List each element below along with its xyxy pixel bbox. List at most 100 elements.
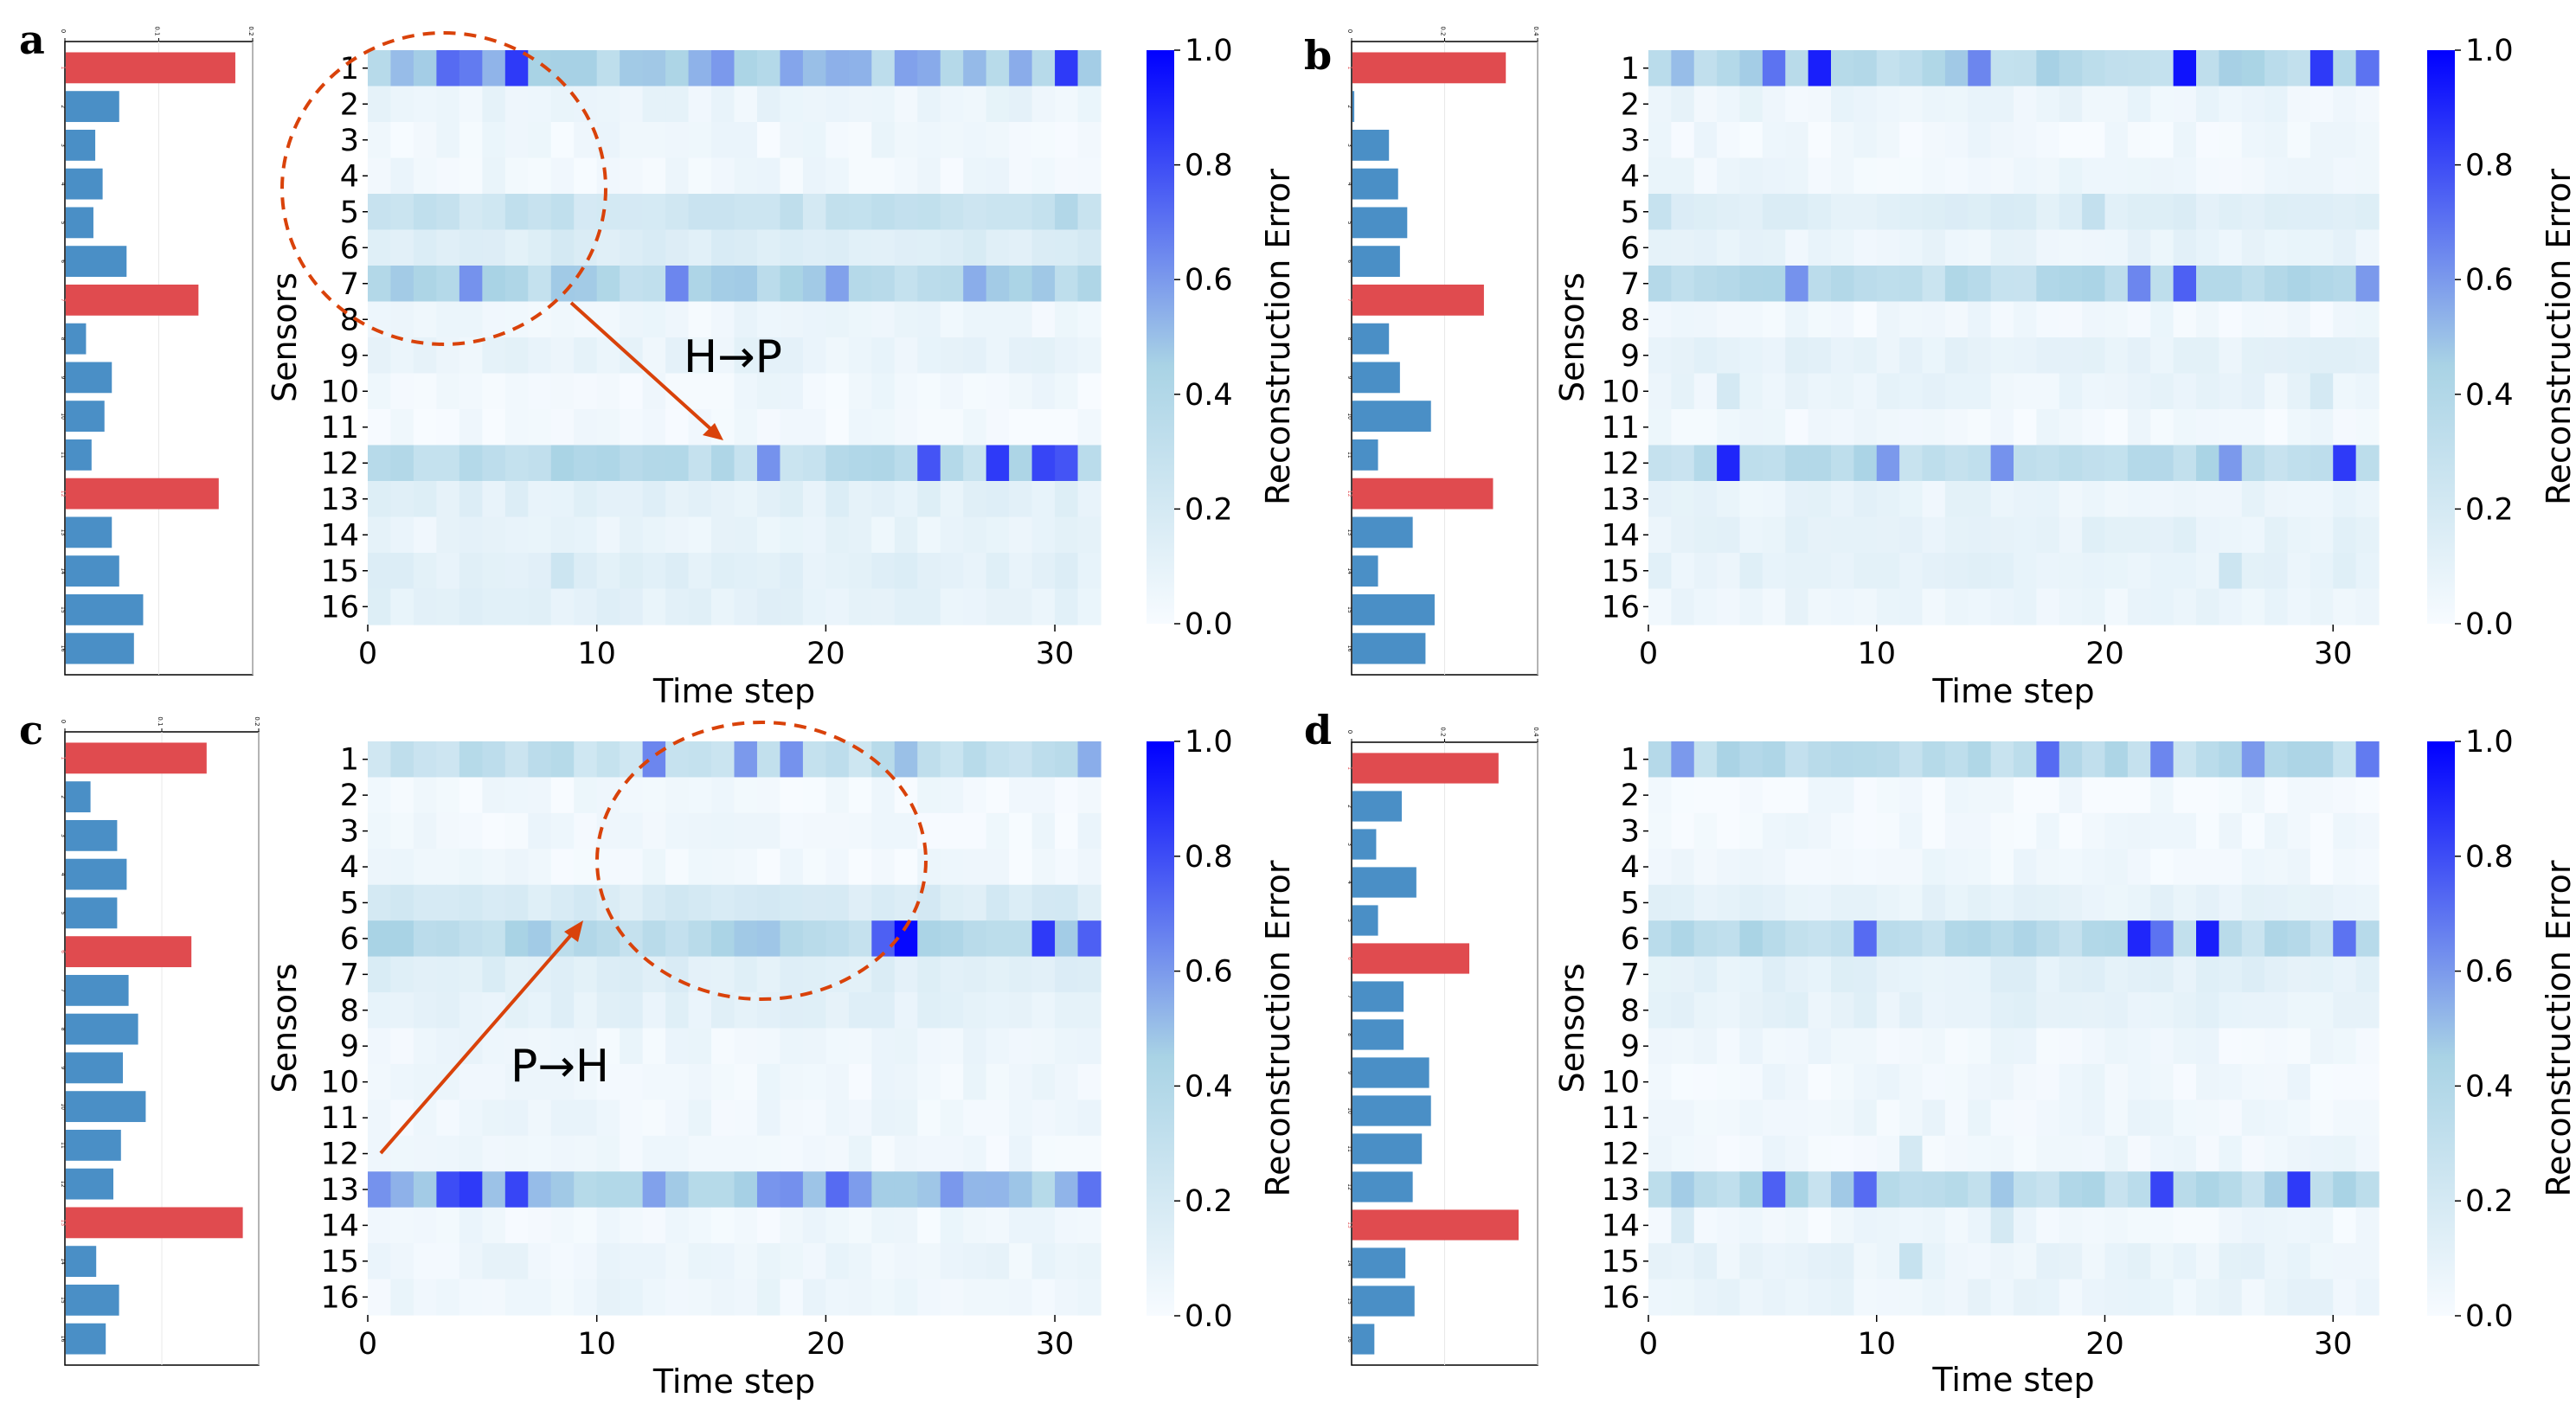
sensor-bar-15	[1352, 1286, 1415, 1317]
heatmap-cell	[1922, 1279, 1946, 1316]
y-tick-label: 10	[1601, 1066, 1640, 1100]
heatmap-cell	[482, 777, 506, 814]
colorbar-tick-label: 1.0	[2465, 34, 2514, 68]
heatmap-cell	[368, 777, 392, 814]
heatmap-cell	[1671, 1243, 1695, 1280]
heatmap-cell	[871, 481, 896, 518]
heatmap-cell	[1693, 1243, 1718, 1280]
heatmap-cell	[756, 920, 781, 958]
heatmap-cell	[871, 956, 896, 993]
heatmap-cell	[711, 956, 736, 993]
sensor-bar-2	[1352, 91, 1355, 123]
heatmap-cell	[711, 445, 736, 482]
heatmap-cell	[2150, 157, 2175, 195]
heatmap-cell	[2104, 1243, 2129, 1280]
heatmap-cell	[1899, 920, 1924, 958]
heatmap-cell	[2014, 481, 2037, 518]
heatmap-cell	[1717, 301, 1741, 338]
heatmap-cell	[917, 1171, 941, 1209]
heatmap-cell	[734, 884, 758, 921]
heatmap-cell	[2104, 741, 2129, 779]
heatmap-cell	[1831, 1135, 1854, 1172]
heatmap-cell	[2173, 1243, 2197, 1280]
sensor-bar-label: 7	[1346, 298, 1352, 302]
heatmap-cell	[1671, 849, 1695, 886]
heatmap-cell	[2127, 194, 2151, 231]
heatmap-cell	[482, 1279, 506, 1316]
heatmap-cell	[940, 741, 964, 779]
heatmap-cell	[1648, 122, 1672, 159]
heatmap-cell	[436, 481, 460, 518]
heatmap-cell	[390, 1279, 414, 1316]
heatmap-cell	[482, 337, 506, 375]
heatmap-cell	[1922, 1171, 1946, 1209]
heatmap-cell	[756, 1063, 781, 1100]
heatmap-cell	[1671, 777, 1695, 814]
heatmap-cell	[368, 1243, 392, 1280]
heatmap-cell	[1031, 588, 1056, 625]
heatmap-cell	[1785, 884, 1809, 921]
heatmap-cell	[642, 849, 666, 886]
heatmap-cell	[1031, 122, 1056, 159]
heatmap-cell	[1009, 409, 1033, 446]
heatmap-cell	[2264, 86, 2289, 123]
heatmap-cell	[734, 409, 758, 446]
colorbar	[2427, 741, 2455, 1316]
heatmap-cell	[1876, 777, 1900, 814]
heatmap-cell	[528, 812, 552, 850]
heatmap-cell	[482, 1100, 506, 1137]
heatmap-cell	[1693, 812, 1718, 850]
heatmap-cell	[1077, 301, 1102, 338]
heatmap-cell	[504, 86, 529, 123]
heatmap-cell	[2196, 86, 2219, 123]
heatmap-cell	[1009, 194, 1033, 231]
heatmap-cell	[665, 812, 690, 850]
heatmap-cell	[1077, 812, 1102, 850]
heatmap-cell	[1853, 1171, 1878, 1209]
heatmap-cell	[1717, 992, 1741, 1029]
heatmap-cell	[550, 445, 575, 482]
heatmap-cell	[688, 884, 712, 921]
heatmap-cell	[734, 301, 758, 338]
heatmap-cell	[620, 588, 644, 625]
heatmap-cell	[368, 956, 392, 993]
heatmap-cell	[1785, 956, 1809, 993]
heatmap-cell	[2173, 1028, 2197, 1065]
heatmap-cell	[756, 553, 781, 590]
heatmap-cell	[780, 1135, 804, 1172]
heatmap-cell	[917, 194, 941, 231]
heatmap-cell	[1693, 1207, 1718, 1244]
heatmap-cell	[2127, 1063, 2151, 1100]
heatmap-cell	[688, 1171, 712, 1209]
heatmap-cell	[665, 1171, 690, 1209]
sensor-bar-label: 9	[1346, 1071, 1352, 1074]
heatmap-cell	[1031, 956, 1056, 993]
heatmap-cell	[1762, 1028, 1786, 1065]
heatmap-cell	[894, 1171, 918, 1209]
heatmap-cell	[2082, 337, 2106, 375]
y-tick-label: 13	[320, 1173, 359, 1208]
heatmap-cell	[1899, 122, 1924, 159]
heatmap-cell	[642, 194, 666, 231]
heatmap-cell	[734, 1279, 758, 1316]
heatmap-cell	[2150, 1243, 2175, 1280]
heatmap-cell	[550, 812, 575, 850]
y-tick-label: 15	[320, 1245, 359, 1279]
heatmap-cell	[1762, 409, 1786, 446]
heatmap-cell	[802, 553, 826, 590]
heatmap-cell	[711, 157, 736, 195]
heatmap-cell	[2014, 122, 2037, 159]
heatmap-cell	[940, 956, 964, 993]
heatmap-cell	[413, 1279, 438, 1316]
sensor-bar-14	[1352, 1247, 1406, 1279]
sensor-bar-9	[66, 362, 112, 394]
heatmap-cell	[2127, 849, 2151, 886]
y-tick-label: 6	[340, 922, 359, 957]
heatmap-cell	[780, 229, 804, 266]
heatmap-cell	[756, 229, 781, 266]
heatmap-cell	[413, 409, 438, 446]
sensor-bar-label: 4	[1346, 183, 1352, 186]
heatmap-cell	[1876, 1243, 1900, 1280]
heatmap-cell	[1990, 1243, 2014, 1280]
dashed-circle	[595, 721, 928, 1001]
